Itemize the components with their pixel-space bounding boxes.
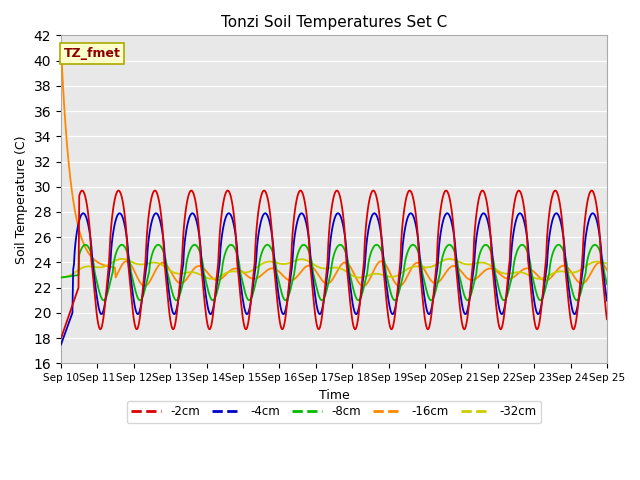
Title: Tonzi Soil Temperatures Set C: Tonzi Soil Temperatures Set C	[221, 15, 447, 30]
X-axis label: Time: Time	[319, 389, 349, 402]
Y-axis label: Soil Temperature (C): Soil Temperature (C)	[15, 135, 28, 264]
Legend: -2cm, -4cm, -8cm, -16cm, -32cm: -2cm, -4cm, -8cm, -16cm, -32cm	[127, 401, 541, 423]
Text: TZ_fmet: TZ_fmet	[64, 47, 120, 60]
